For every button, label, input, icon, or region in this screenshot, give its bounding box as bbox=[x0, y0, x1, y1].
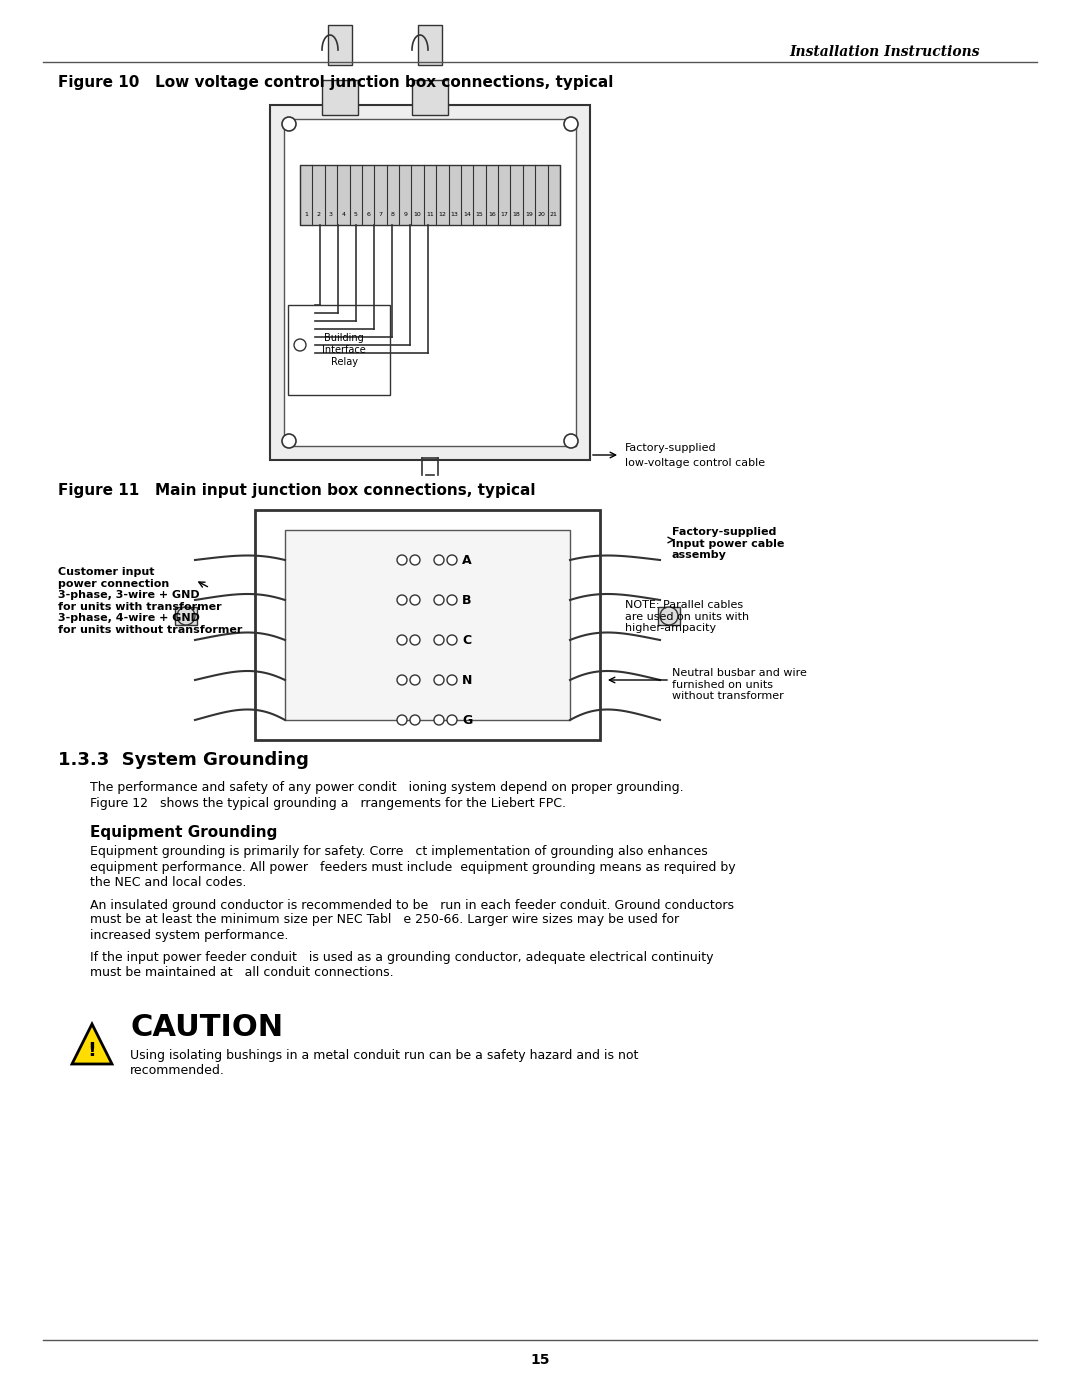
Text: must be at least the minimum size per NEC Tabl   e 250-66. Larger wire sizes may: must be at least the minimum size per NE… bbox=[90, 914, 679, 926]
Circle shape bbox=[434, 636, 444, 645]
Text: !: ! bbox=[87, 1041, 96, 1059]
Text: Factory-supplied: Factory-supplied bbox=[625, 443, 717, 453]
Text: 1: 1 bbox=[305, 212, 308, 218]
Circle shape bbox=[447, 555, 457, 564]
Circle shape bbox=[397, 555, 407, 564]
Text: increased system performance.: increased system performance. bbox=[90, 929, 288, 942]
Text: 14: 14 bbox=[463, 212, 471, 218]
Text: 7: 7 bbox=[378, 212, 382, 218]
Circle shape bbox=[434, 675, 444, 685]
Text: 19: 19 bbox=[525, 212, 534, 218]
Circle shape bbox=[410, 636, 420, 645]
Text: Installation Instructions: Installation Instructions bbox=[789, 45, 980, 59]
Text: 15: 15 bbox=[475, 212, 484, 218]
Text: B: B bbox=[462, 594, 472, 606]
Text: 16: 16 bbox=[488, 212, 496, 218]
Circle shape bbox=[397, 715, 407, 725]
Text: 3: 3 bbox=[329, 212, 333, 218]
Text: The performance and safety of any power condit   ioning system depend on proper : The performance and safety of any power … bbox=[90, 781, 684, 795]
Text: G: G bbox=[462, 714, 472, 726]
Bar bbox=[288, 305, 390, 395]
Circle shape bbox=[434, 555, 444, 564]
Circle shape bbox=[447, 595, 457, 605]
Text: N: N bbox=[462, 673, 472, 686]
Text: 5: 5 bbox=[354, 212, 357, 218]
Text: 1.3.3  System Grounding: 1.3.3 System Grounding bbox=[58, 752, 309, 768]
Circle shape bbox=[177, 608, 195, 624]
Bar bbox=[322, 80, 357, 115]
Text: 9: 9 bbox=[403, 212, 407, 218]
Text: 6: 6 bbox=[366, 212, 370, 218]
Circle shape bbox=[434, 595, 444, 605]
Circle shape bbox=[282, 117, 296, 131]
Circle shape bbox=[410, 555, 420, 564]
Text: Customer input
power connection
3-phase, 3-wire + GND
for units with transformer: Customer input power connection 3-phase,… bbox=[58, 567, 242, 636]
Text: Neutral busbar and wire
furnished on units
without transformer: Neutral busbar and wire furnished on uni… bbox=[672, 668, 807, 701]
Circle shape bbox=[410, 595, 420, 605]
Text: 15: 15 bbox=[530, 1354, 550, 1368]
Text: Factory-supplied
input power cable
assemby: Factory-supplied input power cable assem… bbox=[672, 527, 784, 560]
Circle shape bbox=[410, 715, 420, 725]
Circle shape bbox=[564, 117, 578, 131]
Circle shape bbox=[660, 608, 678, 624]
Text: A: A bbox=[462, 553, 472, 567]
Text: Figure 10   Low voltage control junction box connections, typical: Figure 10 Low voltage control junction b… bbox=[58, 74, 613, 89]
Circle shape bbox=[294, 339, 306, 351]
Text: must be maintained at   all conduit connections.: must be maintained at all conduit connec… bbox=[90, 967, 393, 979]
Text: 10: 10 bbox=[414, 212, 421, 218]
Circle shape bbox=[447, 675, 457, 685]
Circle shape bbox=[397, 675, 407, 685]
Bar bbox=[255, 510, 600, 740]
Circle shape bbox=[410, 675, 420, 685]
Bar bbox=[175, 608, 197, 624]
Bar bbox=[418, 25, 442, 66]
Text: the NEC and local codes.: the NEC and local codes. bbox=[90, 876, 246, 888]
Text: Figure 12   shows the typical grounding a   rrangements for the Liebert FPC.: Figure 12 shows the typical grounding a … bbox=[90, 798, 566, 810]
Text: Building
Interface
Relay: Building Interface Relay bbox=[322, 334, 366, 366]
Circle shape bbox=[447, 715, 457, 725]
Circle shape bbox=[282, 434, 296, 448]
Circle shape bbox=[564, 434, 578, 448]
Text: Equipment grounding is primarily for safety. Corre   ct implementation of ground: Equipment grounding is primarily for saf… bbox=[90, 845, 707, 859]
Circle shape bbox=[397, 636, 407, 645]
Bar bbox=[328, 25, 352, 66]
Text: NOTE: Parallel cables
are used on units with
higher-ampacity: NOTE: Parallel cables are used on units … bbox=[625, 599, 750, 633]
Bar bbox=[300, 165, 561, 225]
Text: 13: 13 bbox=[450, 212, 459, 218]
Bar bbox=[285, 529, 570, 719]
Text: 4: 4 bbox=[341, 212, 346, 218]
Circle shape bbox=[434, 715, 444, 725]
Text: 20: 20 bbox=[538, 212, 545, 218]
Text: 2: 2 bbox=[316, 212, 321, 218]
Polygon shape bbox=[72, 1024, 112, 1065]
Circle shape bbox=[447, 636, 457, 645]
Text: 21: 21 bbox=[550, 212, 557, 218]
Text: CAUTION: CAUTION bbox=[130, 1013, 283, 1042]
Bar bbox=[411, 80, 448, 115]
Text: An insulated ground conductor is recommended to be   run in each feeder conduit.: An insulated ground conductor is recomme… bbox=[90, 898, 734, 911]
Text: 17: 17 bbox=[500, 212, 509, 218]
Text: If the input power feeder conduit   is used as a grounding conductor, adequate e: If the input power feeder conduit is use… bbox=[90, 951, 714, 964]
Bar bbox=[270, 105, 590, 460]
Text: 11: 11 bbox=[427, 212, 434, 218]
Text: recommended.: recommended. bbox=[130, 1065, 225, 1077]
Text: 8: 8 bbox=[391, 212, 395, 218]
Bar bbox=[658, 608, 680, 624]
Text: C: C bbox=[462, 633, 471, 647]
Text: equipment performance. All power   feeders must include  equipment grounding mea: equipment performance. All power feeders… bbox=[90, 861, 735, 873]
Text: low-voltage control cable: low-voltage control cable bbox=[625, 458, 765, 468]
Text: Equipment Grounding: Equipment Grounding bbox=[90, 824, 278, 840]
Text: 12: 12 bbox=[438, 212, 446, 218]
Bar bbox=[284, 119, 576, 446]
Text: 18: 18 bbox=[513, 212, 521, 218]
Text: Figure 11   Main input junction box connections, typical: Figure 11 Main input junction box connec… bbox=[58, 482, 536, 497]
Text: Using isolating bushings in a metal conduit run can be a safety hazard and is no: Using isolating bushings in a metal cond… bbox=[130, 1049, 638, 1063]
Circle shape bbox=[397, 595, 407, 605]
